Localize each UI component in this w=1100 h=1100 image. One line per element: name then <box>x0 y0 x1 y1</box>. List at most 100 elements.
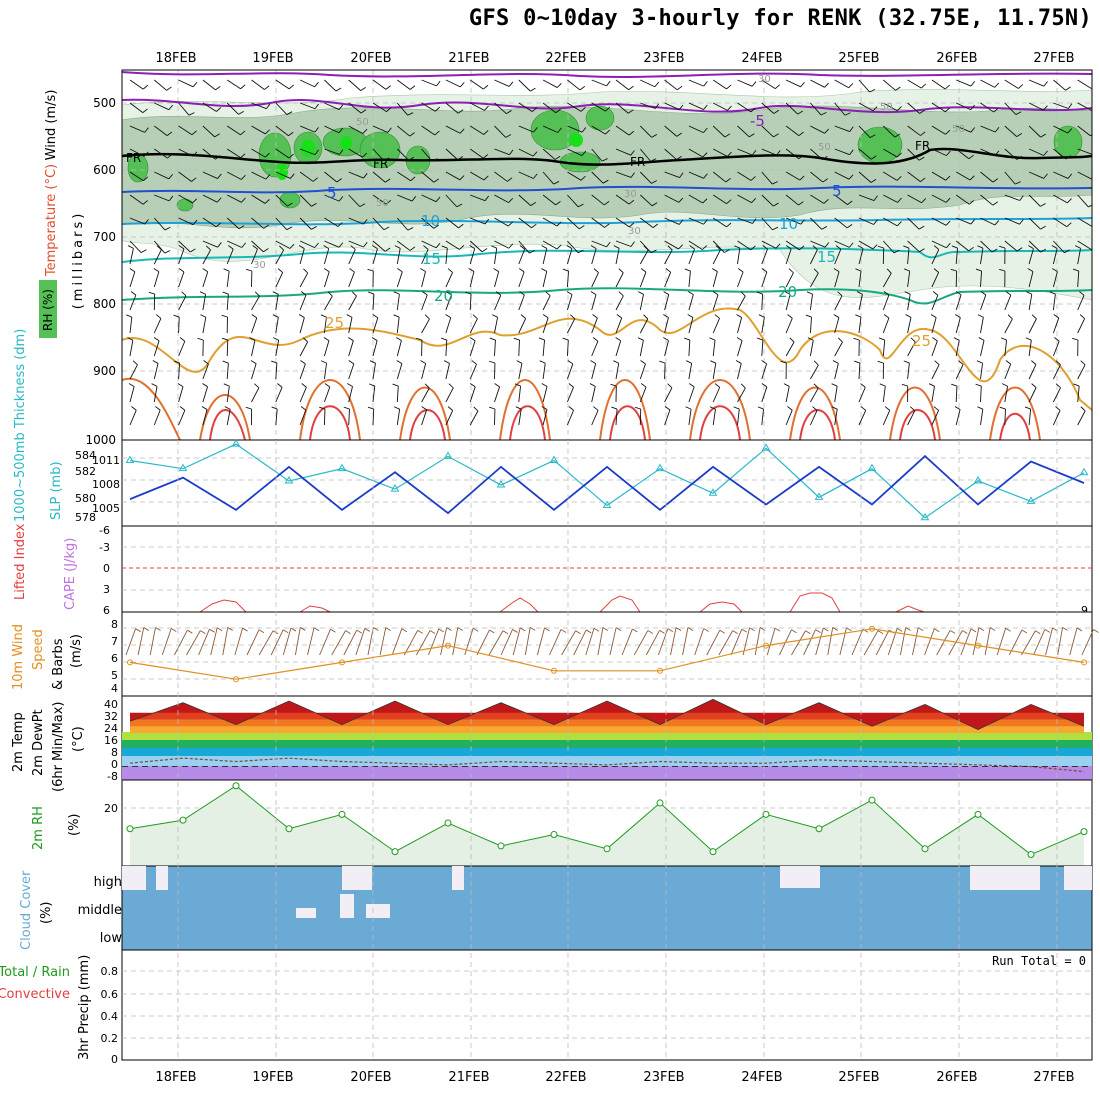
upper-barb-staff <box>372 217 385 231</box>
upper-barb-flag <box>1091 178 1092 180</box>
upper-barb-flag <box>726 222 732 228</box>
cape-tick-9: 9 <box>1081 604 1088 617</box>
upper-barb-flag <box>725 178 731 183</box>
upper-barb-flag <box>360 109 367 114</box>
upper-barb-flag <box>555 201 561 206</box>
upper-barb-flag <box>751 149 757 156</box>
upper-barb-flag <box>592 337 599 342</box>
upper-barb-staff <box>372 386 376 403</box>
upper-barb-staff <box>445 102 459 114</box>
upper-barb-flag <box>1007 314 1013 320</box>
upper-barb-staff <box>1004 363 1012 380</box>
upper-barb-flag <box>630 241 635 247</box>
ytick-500: 500 <box>93 96 116 110</box>
wind-barb-staff <box>633 630 649 656</box>
upper-barb-staff <box>324 217 339 227</box>
upper-barb-flag <box>848 83 854 89</box>
date-top-5: 23FEB <box>643 51 684 66</box>
upper-barb-flag <box>144 127 149 133</box>
upper-barb-flag <box>652 223 659 229</box>
upper-barb-flag <box>678 219 684 225</box>
upper-barb-staff <box>372 102 387 113</box>
precip-tick-0.6: 0.6 <box>101 988 119 1001</box>
wind-barb-flag <box>585 629 592 634</box>
upper-barb-flag <box>630 150 635 156</box>
upper-barb-staff <box>591 194 605 206</box>
upper-barb-flag <box>386 107 392 112</box>
upper-barb-staff <box>154 102 170 111</box>
wind-barb-staff <box>912 627 919 656</box>
upper-barb-flag <box>192 81 198 88</box>
upper-barb-staff <box>1052 248 1058 265</box>
upper-barb-flag <box>837 337 843 343</box>
upper-barb-staff <box>469 386 476 403</box>
upper-barb-staff <box>129 194 144 205</box>
upper-barb-staff <box>348 217 364 225</box>
upper-barb-flag <box>678 104 684 110</box>
upper-barb-flag <box>489 360 496 364</box>
upper-barb-flag <box>919 248 925 253</box>
upper-barb-staff <box>299 171 314 182</box>
upper-barb-flag <box>343 406 350 410</box>
upper-barb-flag <box>362 152 368 158</box>
upper-barb-flag <box>945 175 951 181</box>
upper-barb-staff <box>591 363 597 380</box>
upper-barb-staff <box>1028 294 1033 311</box>
upper-barb-staff <box>1004 340 1008 357</box>
upper-barb-staff <box>494 171 508 182</box>
upper-barb-flag <box>1090 134 1092 137</box>
upper-barb-flag <box>654 81 660 88</box>
upper-barb-staff <box>129 102 144 113</box>
upper-barb-staff <box>1028 364 1037 380</box>
wind-barb-staff <box>682 627 689 656</box>
wind-point <box>127 659 133 666</box>
upper-barb-flag <box>192 151 198 157</box>
upper-barb-staff <box>299 79 315 88</box>
upper-barb-staff <box>810 194 825 204</box>
ylabel-2m-rh: 2m RH <box>31 806 46 850</box>
wind-barb-flag <box>373 627 379 631</box>
upper-barb-flag <box>813 383 819 389</box>
wind-barb-staff <box>1057 627 1064 656</box>
upper-barb-flag <box>383 226 390 231</box>
upper-barb-staff <box>494 295 502 311</box>
wind-barb-flag <box>1035 630 1041 635</box>
upper-barb-flag <box>932 337 938 342</box>
upper-barb-staff <box>712 148 728 157</box>
upper-barb-flag <box>991 248 998 253</box>
upper-barb-flag <box>860 383 866 388</box>
upper-barb-staff <box>348 125 364 134</box>
upper-barb-flag <box>153 268 160 273</box>
upper-barb-flag <box>643 314 649 320</box>
upper-barb-staff <box>421 217 435 229</box>
upper-barb-staff <box>955 385 958 403</box>
upper-barb-flag <box>857 245 864 249</box>
upper-barb-flag <box>459 245 465 250</box>
upper-barb-flag <box>433 224 440 229</box>
upper-barb-flag <box>279 245 284 251</box>
upper-barb-flag <box>665 268 671 273</box>
upper-barb-staff <box>251 240 264 253</box>
cloud-unit: (%) <box>39 902 54 925</box>
upper-barb-flag <box>752 218 757 224</box>
upper-barb-flag <box>178 245 185 250</box>
temp-2m-line <box>129 698 1085 731</box>
wind-barb-staff <box>573 629 587 656</box>
upper-barb-staff <box>688 409 692 426</box>
upper-barb-staff <box>299 294 307 311</box>
wind-barb-staff <box>839 627 847 656</box>
upper-barb-flag <box>562 268 569 272</box>
upper-barb-staff <box>931 194 947 203</box>
upper-barb-flag <box>1005 291 1012 296</box>
wind-barb-staff <box>174 629 188 656</box>
upper-barb-flag <box>944 107 951 113</box>
upper-barb-staff <box>421 271 426 288</box>
wind-barb-staff <box>645 630 660 656</box>
upper-barb-flag <box>1065 86 1071 91</box>
upper-barb-flag <box>489 337 496 341</box>
upper-barb-staff <box>883 79 896 91</box>
upper-barb-staff <box>737 79 753 87</box>
upper-barb-staff <box>737 240 752 251</box>
upper-barb-staff <box>372 248 378 265</box>
slp-point <box>231 439 241 447</box>
